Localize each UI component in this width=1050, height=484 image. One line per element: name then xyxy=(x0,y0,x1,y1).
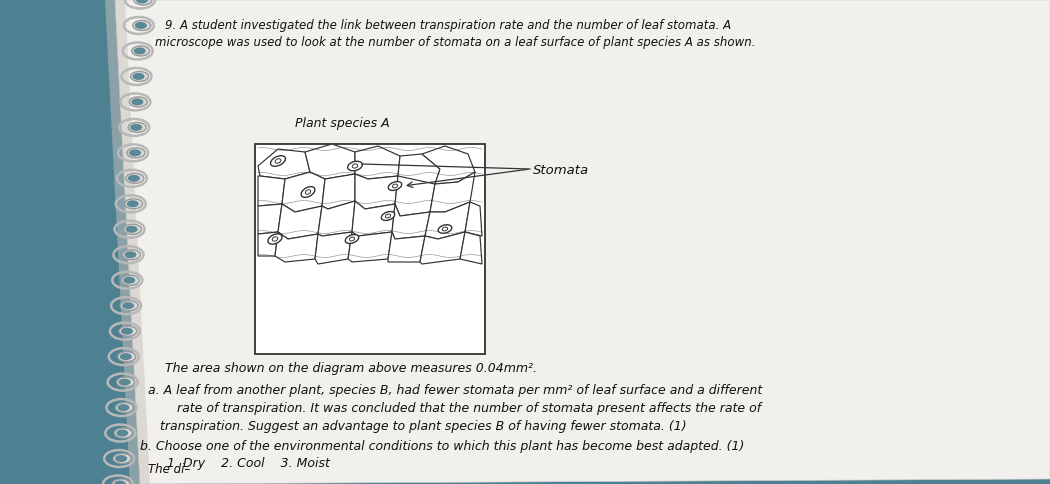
Ellipse shape xyxy=(388,182,402,191)
Text: a. A leaf from another plant, species B, had fewer stomata per mm² of leaf surfa: a. A leaf from another plant, species B,… xyxy=(148,384,762,397)
Ellipse shape xyxy=(438,225,452,233)
Ellipse shape xyxy=(442,227,447,231)
Polygon shape xyxy=(318,201,355,236)
Polygon shape xyxy=(282,172,326,212)
Text: The di–: The di– xyxy=(148,463,190,476)
Text: b. Choose one of the environmental conditions to which this plant has become bes: b. Choose one of the environmental condi… xyxy=(140,440,744,453)
Ellipse shape xyxy=(133,20,151,30)
Ellipse shape xyxy=(114,481,126,484)
Ellipse shape xyxy=(124,251,136,258)
Polygon shape xyxy=(258,149,310,179)
Ellipse shape xyxy=(128,122,146,132)
Ellipse shape xyxy=(120,353,132,360)
Ellipse shape xyxy=(306,190,311,194)
Polygon shape xyxy=(430,172,475,212)
Polygon shape xyxy=(465,202,482,236)
Ellipse shape xyxy=(123,250,141,260)
Polygon shape xyxy=(304,144,355,179)
Polygon shape xyxy=(315,232,352,264)
Ellipse shape xyxy=(114,428,132,438)
Ellipse shape xyxy=(301,187,315,197)
Polygon shape xyxy=(425,202,470,239)
Ellipse shape xyxy=(125,199,143,209)
Ellipse shape xyxy=(118,352,135,362)
Text: 1. Dry    2. Cool    3. Moist: 1. Dry 2. Cool 3. Moist xyxy=(155,457,330,470)
Ellipse shape xyxy=(129,97,147,107)
Text: Plant species A: Plant species A xyxy=(295,117,390,130)
Polygon shape xyxy=(322,174,355,209)
Ellipse shape xyxy=(271,156,286,166)
Ellipse shape xyxy=(124,224,142,234)
Ellipse shape xyxy=(348,161,362,171)
Ellipse shape xyxy=(126,226,138,233)
Polygon shape xyxy=(420,232,465,264)
Text: The area shown on the diagram above measures 0.04mm².: The area shown on the diagram above meas… xyxy=(165,362,537,375)
Ellipse shape xyxy=(350,237,355,241)
Polygon shape xyxy=(422,146,475,184)
Ellipse shape xyxy=(130,124,142,131)
Polygon shape xyxy=(278,204,322,239)
Ellipse shape xyxy=(381,212,395,220)
Text: rate of transpiration. It was concluded that the number of stomata present affec: rate of transpiration. It was concluded … xyxy=(165,402,761,415)
Text: 9. A student investigated the link between transpiration rate and the number of : 9. A student investigated the link betwe… xyxy=(165,19,731,32)
Ellipse shape xyxy=(118,404,129,411)
Ellipse shape xyxy=(129,150,141,156)
Ellipse shape xyxy=(126,173,144,183)
Ellipse shape xyxy=(113,454,131,464)
Polygon shape xyxy=(355,174,398,209)
Ellipse shape xyxy=(131,46,150,56)
Polygon shape xyxy=(116,0,1050,484)
Ellipse shape xyxy=(352,164,358,168)
Ellipse shape xyxy=(122,302,134,309)
Polygon shape xyxy=(275,232,318,262)
Ellipse shape xyxy=(112,479,130,484)
Ellipse shape xyxy=(393,184,398,188)
Ellipse shape xyxy=(130,72,148,81)
Polygon shape xyxy=(258,204,282,234)
Ellipse shape xyxy=(134,22,147,29)
Polygon shape xyxy=(258,176,285,206)
Ellipse shape xyxy=(345,235,359,243)
Ellipse shape xyxy=(121,275,140,285)
Ellipse shape xyxy=(119,326,136,336)
Ellipse shape xyxy=(272,237,277,241)
Ellipse shape xyxy=(127,148,145,158)
Polygon shape xyxy=(395,176,435,216)
Ellipse shape xyxy=(131,98,144,106)
Ellipse shape xyxy=(116,455,127,462)
Polygon shape xyxy=(348,232,392,262)
Polygon shape xyxy=(355,146,400,179)
Polygon shape xyxy=(460,232,482,264)
Ellipse shape xyxy=(136,0,148,3)
Ellipse shape xyxy=(128,175,140,182)
Ellipse shape xyxy=(127,200,139,207)
Text: transpiration. Suggest an advantage to plant species B of having fewer stomata. : transpiration. Suggest an advantage to p… xyxy=(148,420,687,433)
Ellipse shape xyxy=(119,378,130,386)
Ellipse shape xyxy=(117,430,128,437)
Polygon shape xyxy=(392,204,430,239)
Ellipse shape xyxy=(132,73,145,80)
Ellipse shape xyxy=(268,234,282,244)
Polygon shape xyxy=(258,232,278,256)
Bar xyxy=(255,144,485,354)
Ellipse shape xyxy=(120,301,139,311)
Ellipse shape xyxy=(134,0,152,5)
Polygon shape xyxy=(388,232,425,262)
Ellipse shape xyxy=(116,403,133,412)
Text: Stomata: Stomata xyxy=(533,165,589,178)
Polygon shape xyxy=(398,154,440,186)
Ellipse shape xyxy=(121,328,133,334)
Polygon shape xyxy=(105,0,150,484)
Ellipse shape xyxy=(385,214,391,218)
Polygon shape xyxy=(352,201,395,236)
Ellipse shape xyxy=(133,47,146,54)
Ellipse shape xyxy=(123,277,135,284)
Text: microscope was used to look at the number of stomata on a leaf surface of plant : microscope was used to look at the numbe… xyxy=(155,36,756,49)
Ellipse shape xyxy=(275,159,281,163)
Ellipse shape xyxy=(117,377,134,387)
